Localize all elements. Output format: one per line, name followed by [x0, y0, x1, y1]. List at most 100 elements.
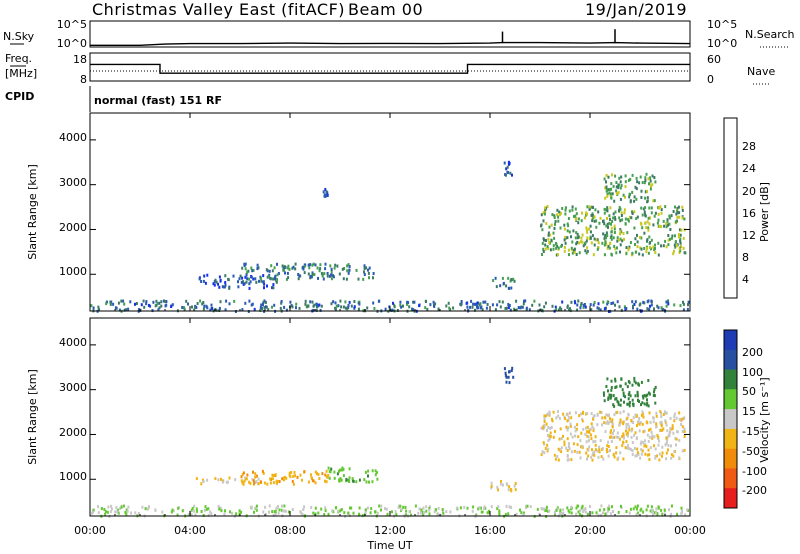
velocity-cell [605, 385, 608, 388]
power-cell [594, 208, 597, 212]
power-cell [654, 211, 657, 215]
power-cell [393, 305, 396, 309]
velocity-cell [508, 485, 511, 489]
velocity-cell [505, 375, 508, 379]
velocity-cell [569, 424, 572, 428]
power-cell [218, 275, 221, 279]
power-axes [89, 113, 691, 311]
velocity-cell [658, 439, 661, 443]
power-cell [145, 300, 148, 304]
power-cell [112, 302, 115, 306]
power-cell [657, 306, 660, 310]
power-cell [589, 230, 592, 234]
velocity-cell [660, 428, 662, 432]
power-cell [627, 248, 630, 252]
velocity-cell [224, 509, 226, 513]
power-cell [259, 308, 262, 312]
velocity-cell [425, 509, 428, 513]
power-cell [505, 167, 508, 171]
power-cell [593, 243, 596, 247]
power-cell [260, 279, 263, 283]
velocity-cell [225, 480, 228, 484]
velocity-cell [543, 417, 546, 420]
power-cell [630, 216, 633, 220]
velocity-cell [567, 415, 570, 419]
power-cell [307, 272, 310, 276]
power-cell [640, 247, 643, 251]
power-cell [353, 300, 356, 303]
power-cell [576, 308, 579, 312]
power-cell [330, 267, 333, 271]
velocity-cell [670, 427, 673, 431]
velocity-cell [483, 505, 486, 509]
velocity-cell [590, 412, 593, 415]
power-cell [582, 303, 585, 307]
velocity-cell [631, 383, 634, 387]
velocity-cell [522, 513, 525, 517]
velocity-cell [330, 467, 333, 471]
power-cell [649, 304, 651, 308]
velocity-cell [498, 511, 501, 515]
velocity-cell [466, 506, 469, 510]
power-cell [574, 218, 577, 222]
velocity-cell [280, 504, 283, 508]
power-cell [645, 172, 648, 176]
power-cell [318, 269, 321, 273]
power-cell [683, 217, 686, 221]
velocity-cell [262, 471, 265, 475]
velocity-cell [633, 379, 636, 383]
velocity-cell [220, 477, 222, 481]
power-cell [619, 219, 622, 223]
velocity-cell [631, 427, 634, 431]
power-cell [339, 299, 342, 303]
velocity-cell [307, 480, 310, 484]
power-cell [636, 180, 639, 184]
power-cell [667, 302, 670, 306]
velocity-cell [207, 507, 210, 511]
velocity-cell [634, 394, 637, 398]
velocity-cell [206, 478, 209, 482]
velocity-colorbar [724, 330, 737, 509]
power-cell [602, 232, 605, 236]
velocity-cell [646, 453, 649, 457]
power-cell [353, 306, 356, 310]
power-cell [647, 226, 650, 230]
power-cell [303, 271, 306, 275]
velocity-cell [668, 508, 670, 512]
velocity-cell [103, 508, 106, 511]
nsky-series-line [90, 41, 691, 46]
power-cell [571, 251, 574, 255]
velocity-cell [557, 414, 560, 418]
velocity-cell [640, 440, 643, 444]
power-cell [566, 222, 569, 226]
velocity-cell [613, 413, 616, 417]
power-cell [122, 299, 125, 303]
velocity-cell [665, 457, 668, 461]
power-cell [603, 243, 606, 247]
power-cell [606, 216, 608, 220]
velocity-cell [662, 427, 665, 431]
velocity-cell [348, 467, 351, 471]
power-cell [601, 241, 604, 245]
power-cell [323, 272, 326, 275]
velocity-cell [351, 477, 354, 481]
velocity-cell [566, 419, 569, 423]
velocity-cell [665, 440, 668, 444]
power-cell [683, 251, 686, 255]
velocity-heatmap-cells [91, 366, 689, 518]
power-cell [608, 221, 611, 225]
freq-unit-label: [MHz] [5, 67, 37, 80]
power-cell [605, 180, 607, 184]
velocity-cell [437, 506, 440, 510]
power-cell [618, 208, 621, 212]
velocity-cell [581, 444, 584, 448]
xtick-1600: 16:00 [474, 524, 506, 537]
power-cell [679, 241, 682, 245]
power-cell [653, 176, 656, 180]
power-cell [633, 195, 636, 199]
power-cell [506, 165, 509, 169]
velocity-cell [374, 469, 377, 473]
power-cell [610, 196, 613, 200]
velocity-cell [332, 510, 335, 514]
velocity-cell [363, 478, 366, 482]
